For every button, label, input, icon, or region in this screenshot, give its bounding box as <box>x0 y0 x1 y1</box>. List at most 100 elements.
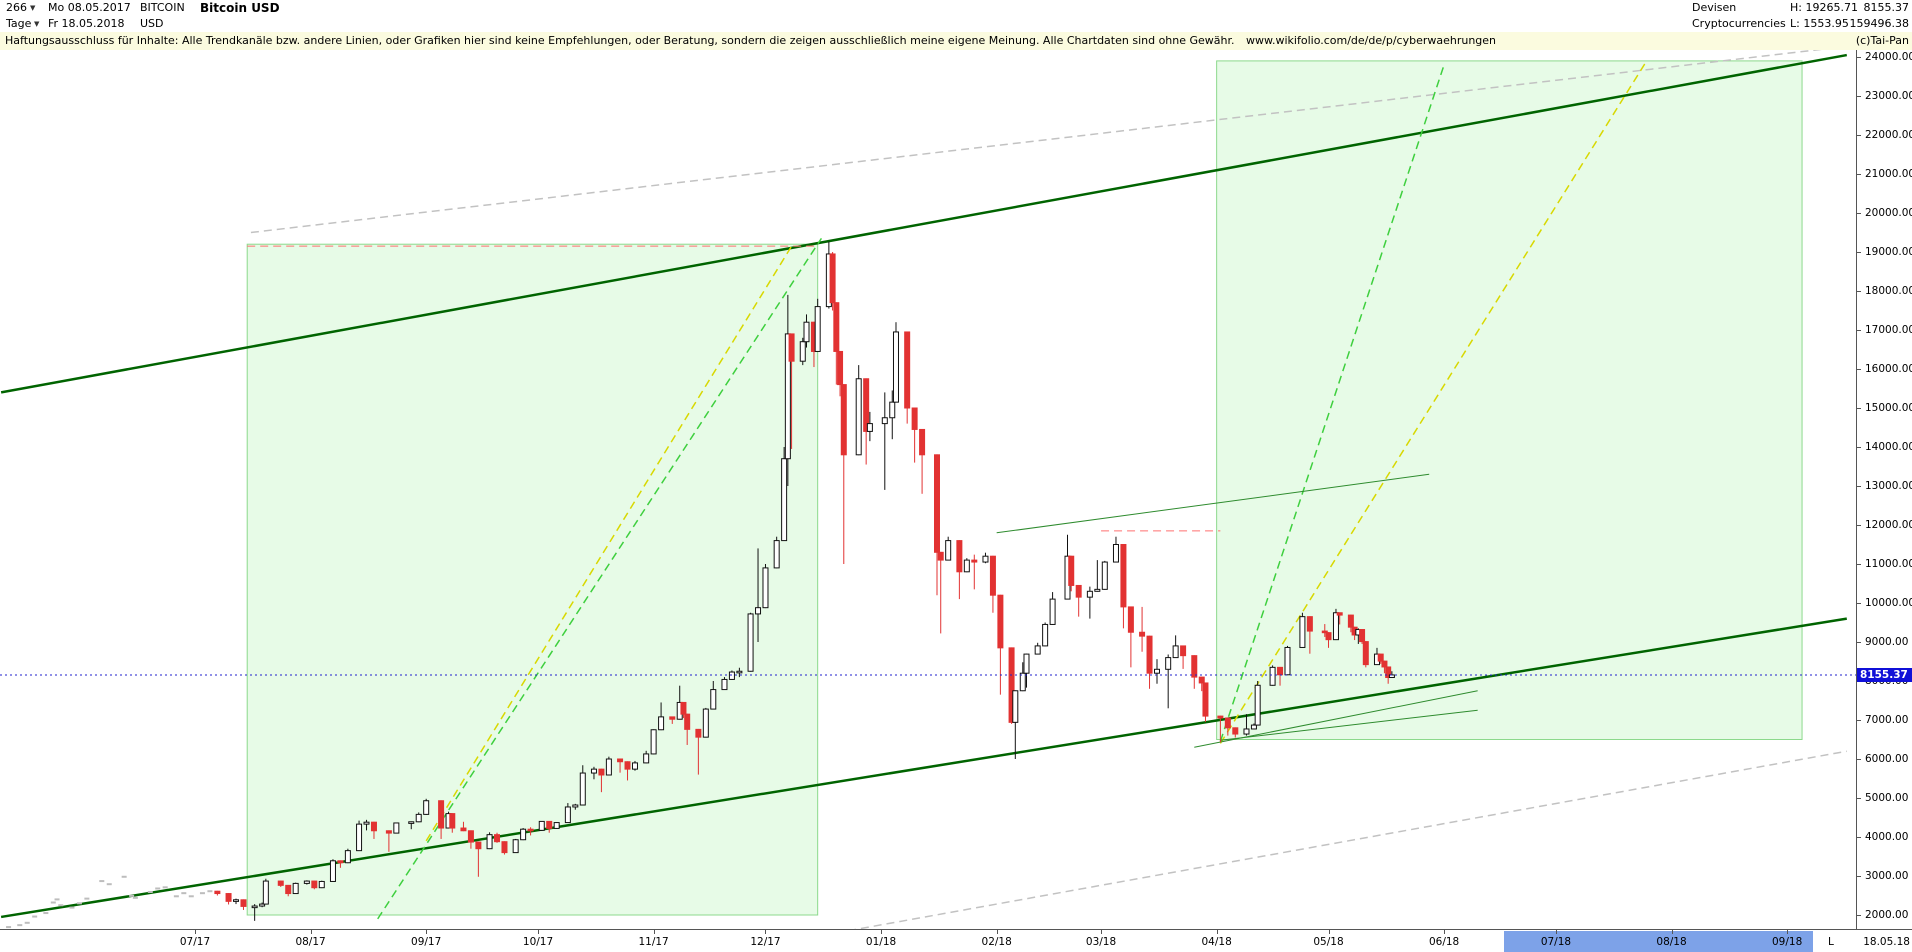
candle-body <box>285 884 292 895</box>
candle-body <box>773 540 780 569</box>
x-axis-tick <box>1216 930 1218 934</box>
candle-body <box>781 458 788 542</box>
x-axis-label: 12/17 <box>750 936 781 948</box>
trend-lines <box>0 50 1848 929</box>
secondary-value: 159496.38 <box>1849 17 1910 30</box>
candle-body <box>736 670 743 674</box>
copyright-label: (c)Tai-Pan <box>1855 34 1909 47</box>
candle-body <box>1180 645 1187 657</box>
disclaimer-link[interactable]: www.wikifolio.com/de/de/p/cyberwaehrunge… <box>1246 34 1497 47</box>
candle-body <box>833 302 840 352</box>
time-axis[interactable]: L 18.05.18 07/17 08/17 09/17 10/17 11/17 12/1… <box>0 929 1912 952</box>
candle-body <box>1250 724 1257 730</box>
candle-body <box>423 800 430 815</box>
y-axis-label: 12000.00 <box>1865 519 1912 531</box>
candle-body <box>1347 614 1354 628</box>
trend-box <box>1216 60 1803 740</box>
x-axis-tick <box>1671 930 1673 934</box>
candle-body <box>538 820 545 831</box>
candle-body <box>680 701 687 715</box>
y-axis-tick <box>1857 603 1861 604</box>
y-axis-tick <box>1857 252 1861 253</box>
candle-body <box>1012 690 1019 723</box>
x-axis-label: 07/18 <box>1540 936 1572 948</box>
candle-body <box>553 822 560 829</box>
x-axis-label: 08/18 <box>1656 936 1687 948</box>
candle-body <box>590 768 597 774</box>
candle-body <box>919 428 926 456</box>
y-axis-label: 23000.00 <box>1865 90 1912 102</box>
y-axis-tick <box>1857 876 1861 877</box>
chart-plot-area[interactable] <box>0 50 1856 929</box>
early-candle <box>199 892 205 895</box>
y-axis-label: 4000.00 <box>1865 831 1909 843</box>
candle-body <box>292 882 299 895</box>
candle-body <box>393 822 400 834</box>
candle-body <box>658 716 665 731</box>
candle-body <box>971 559 978 563</box>
early-candle <box>76 902 82 905</box>
candle-body <box>1008 647 1015 723</box>
price-axis[interactable]: 8155.37 24000.00 23000.00 22000.00 21000.00… <box>1856 50 1912 929</box>
candle-body <box>695 728 702 738</box>
bars-count-dropdown-icon[interactable]: ▼ <box>30 4 36 12</box>
early-candle <box>181 892 187 895</box>
period-low-value: L: 1553.95 <box>1790 17 1849 30</box>
candle-body <box>385 830 392 834</box>
price-chart[interactable] <box>0 50 1856 929</box>
candle-body <box>963 559 970 573</box>
y-axis-label: 24000.00 <box>1865 51 1912 63</box>
candle-body <box>1325 632 1332 641</box>
early-candle <box>50 901 56 904</box>
candle-body <box>762 567 769 609</box>
candle-body <box>837 350 844 386</box>
early-candle <box>188 895 194 898</box>
early-candle <box>17 924 23 927</box>
candle-body <box>311 880 318 889</box>
candle-body <box>1153 668 1160 674</box>
candle-body <box>262 880 269 905</box>
x-axis-label: 09/18 <box>1771 936 1803 948</box>
projection-highlight-band <box>1503 931 1814 952</box>
y-axis-tick <box>1857 447 1861 448</box>
candle-body <box>937 551 944 561</box>
candle-body <box>904 331 911 409</box>
x-axis-label: 05/18 <box>1313 936 1344 948</box>
y-axis-label: 14000.00 <box>1865 441 1912 453</box>
candle-body <box>684 713 691 730</box>
candle-body <box>1120 544 1127 608</box>
candle-body <box>721 678 728 691</box>
period-dropdown-icon[interactable]: ▼ <box>34 20 40 28</box>
y-axis-label: 15000.00 <box>1865 402 1912 414</box>
candle-body <box>1146 635 1153 674</box>
y-axis-tick <box>1857 564 1861 565</box>
disclaimer-bar: Haftungsausschluss für Inhalte: Alle Tre… <box>0 32 1912 51</box>
trend-line <box>377 237 823 920</box>
y-axis-label: 11000.00 <box>1865 558 1912 570</box>
candle-body <box>527 828 534 832</box>
y-axis-tick <box>1857 57 1861 58</box>
candle-body <box>814 306 821 352</box>
y-axis-tick <box>1857 369 1861 370</box>
period-selector[interactable]: Tage <box>6 17 32 30</box>
candle-body <box>475 841 482 850</box>
candles <box>6 241 1395 929</box>
candle-body <box>1381 660 1388 668</box>
candle-body <box>784 333 791 460</box>
candle-body <box>277 880 284 886</box>
candle-body <box>650 729 657 755</box>
early-candle <box>162 886 168 889</box>
candle-body <box>728 671 735 680</box>
candle-body <box>356 823 363 852</box>
x-axis-label: 10/17 <box>522 936 554 948</box>
y-axis-tick <box>1857 759 1861 760</box>
candle-body <box>449 813 456 829</box>
early-candle <box>54 898 60 901</box>
x-axis-tick <box>310 930 312 934</box>
y-axis-label: 2000.00 <box>1865 909 1909 921</box>
bars-count[interactable]: 266 <box>6 1 27 14</box>
candle-body <box>1086 590 1093 598</box>
first-bar-date: Mo 08.05.2017 <box>48 1 131 14</box>
y-axis-label: 10000.00 <box>1865 597 1912 609</box>
candle-body <box>1198 676 1205 684</box>
